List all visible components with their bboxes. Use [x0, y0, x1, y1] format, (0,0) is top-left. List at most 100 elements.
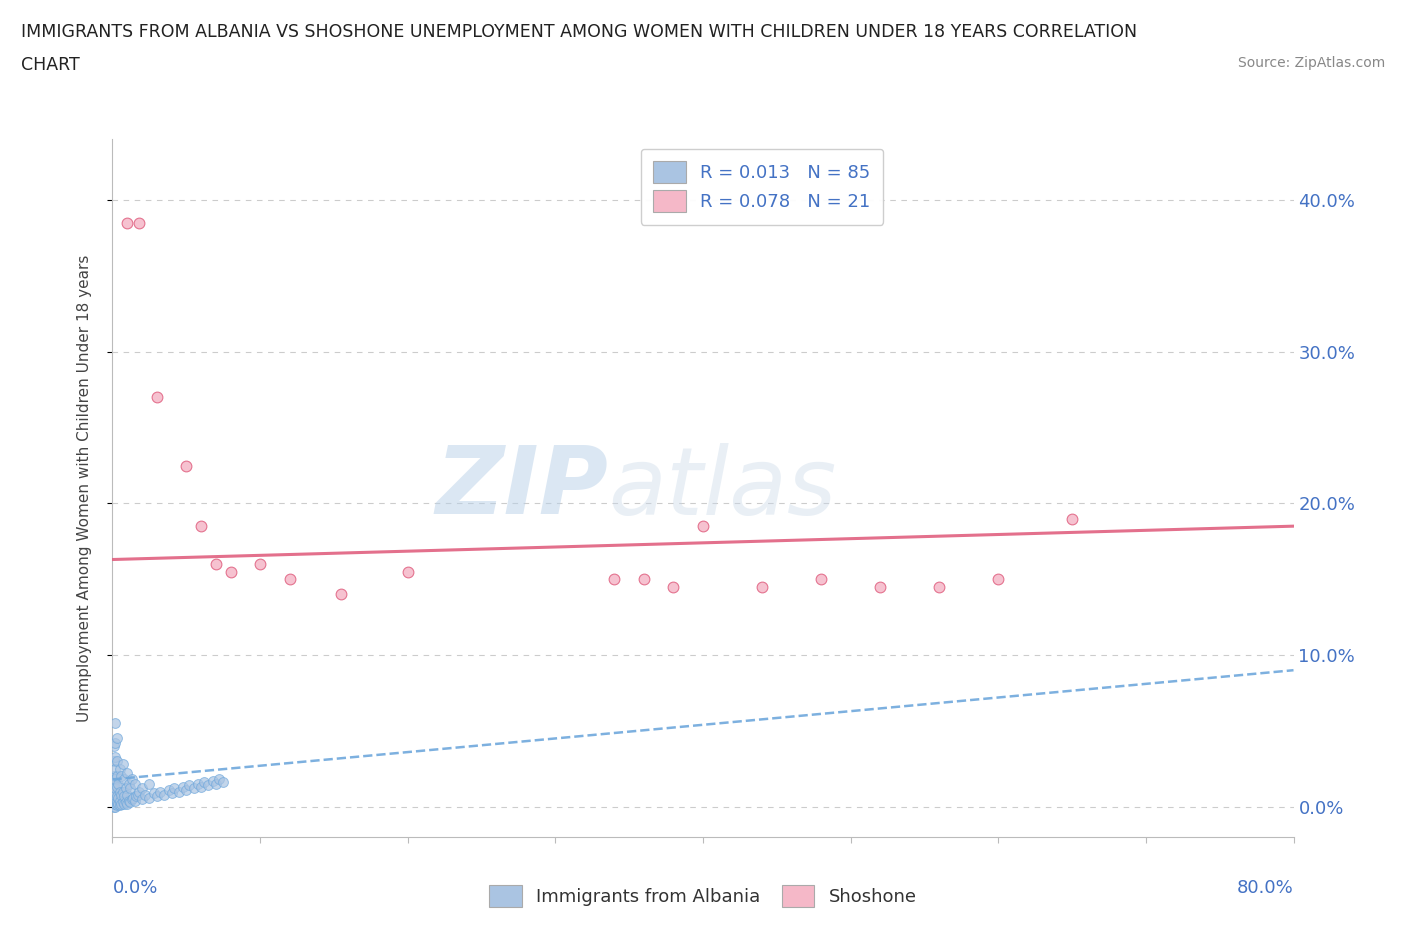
- Text: ZIP: ZIP: [436, 443, 609, 534]
- Point: [105, 753, 128, 768]
- Point: [692, 519, 714, 534]
- Point: [146, 390, 169, 405]
- Point: [160, 786, 183, 801]
- Point: [131, 791, 153, 806]
- Point: [117, 787, 138, 802]
- Point: [153, 787, 176, 802]
- Point: [112, 789, 135, 804]
- Text: CHART: CHART: [21, 56, 80, 73]
- Point: [103, 789, 125, 804]
- Point: [104, 796, 127, 811]
- Point: [122, 790, 145, 805]
- Point: [104, 791, 127, 806]
- Point: [103, 784, 125, 799]
- Point: [146, 789, 169, 804]
- Text: atlas: atlas: [609, 443, 837, 534]
- Point: [108, 793, 131, 808]
- Point: [104, 787, 127, 802]
- Point: [138, 777, 160, 791]
- Point: [103, 769, 125, 784]
- Point: [118, 793, 141, 808]
- Point: [1062, 512, 1084, 526]
- Point: [103, 738, 125, 753]
- Point: [105, 779, 128, 794]
- Point: [104, 716, 127, 731]
- Point: [120, 781, 142, 796]
- Point: [121, 772, 143, 787]
- Point: [163, 781, 186, 796]
- Point: [111, 784, 134, 799]
- Point: [633, 572, 655, 587]
- Point: [108, 784, 131, 799]
- Point: [396, 565, 419, 579]
- Point: [121, 791, 143, 806]
- Point: [111, 794, 134, 809]
- Point: [114, 794, 136, 809]
- Point: [179, 778, 201, 793]
- Point: [131, 781, 153, 796]
- Point: [190, 779, 212, 794]
- Point: [110, 769, 132, 784]
- Text: IMMIGRANTS FROM ALBANIA VS SHOSHONE UNEMPLOYMENT AMONG WOMEN WITH CHILDREN UNDER: IMMIGRANTS FROM ALBANIA VS SHOSHONE UNEM…: [21, 23, 1137, 41]
- Point: [110, 796, 132, 811]
- Point: [928, 579, 950, 594]
- Point: [219, 565, 242, 579]
- Text: 80.0%: 80.0%: [1237, 879, 1294, 897]
- Text: Source: ZipAtlas.com: Source: ZipAtlas.com: [1237, 56, 1385, 70]
- Point: [128, 784, 150, 799]
- Point: [987, 572, 1010, 587]
- Point: [104, 799, 127, 814]
- Point: [142, 786, 165, 801]
- Point: [108, 798, 131, 813]
- Point: [111, 757, 134, 772]
- Point: [105, 769, 128, 784]
- Point: [174, 458, 197, 473]
- Point: [104, 750, 127, 764]
- Point: [278, 572, 301, 587]
- Point: [118, 777, 141, 791]
- Point: [127, 787, 149, 802]
- Point: [117, 216, 138, 231]
- Point: [108, 762, 131, 777]
- Point: [112, 772, 135, 787]
- Point: [105, 794, 128, 809]
- Point: [104, 772, 127, 787]
- Point: [174, 782, 197, 797]
- Point: [117, 796, 138, 811]
- Point: [330, 587, 353, 602]
- Point: [103, 753, 125, 768]
- Point: [205, 777, 228, 791]
- Point: [103, 796, 125, 811]
- Point: [157, 782, 180, 797]
- Point: [201, 774, 224, 789]
- Point: [603, 572, 626, 587]
- Point: [810, 572, 832, 587]
- Point: [107, 790, 129, 805]
- Point: [751, 579, 773, 594]
- Point: [124, 793, 146, 808]
- Point: [167, 784, 190, 799]
- Point: [134, 787, 156, 802]
- Point: [110, 787, 132, 802]
- Point: [128, 216, 150, 231]
- Point: [125, 789, 148, 804]
- Point: [105, 798, 128, 813]
- Point: [103, 777, 125, 791]
- Point: [103, 799, 125, 814]
- Point: [212, 775, 235, 790]
- Point: [197, 778, 219, 793]
- Point: [103, 794, 125, 809]
- Point: [172, 779, 194, 794]
- Point: [249, 557, 271, 572]
- Point: [120, 794, 142, 809]
- Point: [190, 519, 212, 534]
- Point: [112, 796, 135, 811]
- Point: [124, 777, 146, 791]
- Point: [104, 762, 127, 777]
- Y-axis label: Unemployment Among Women with Children Under 18 years: Unemployment Among Women with Children U…: [77, 255, 91, 722]
- Point: [869, 579, 891, 594]
- Point: [193, 775, 215, 790]
- Point: [104, 781, 127, 796]
- Point: [117, 766, 138, 781]
- Point: [149, 784, 172, 799]
